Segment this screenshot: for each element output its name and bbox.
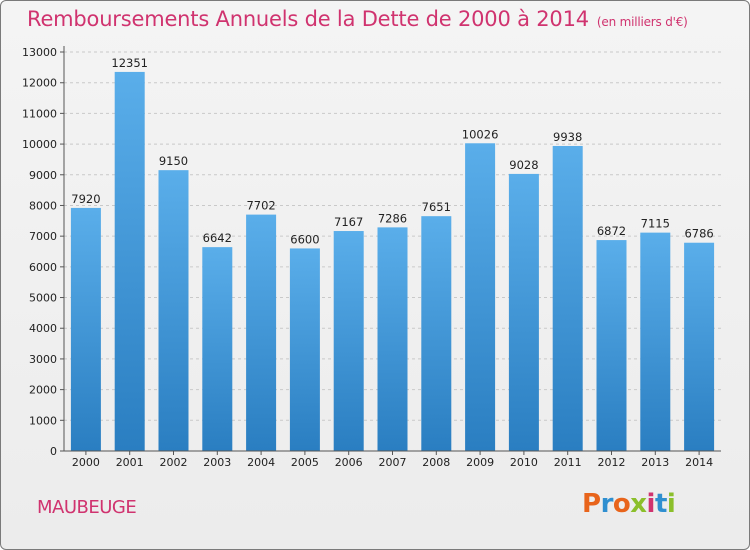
x-tick-label-2001: 2001 [116,456,144,469]
x-tick-label-2007: 2007 [379,456,407,469]
bar-2003 [202,247,233,451]
bar-2002 [158,170,189,451]
y-tick-label: 6000 [29,261,57,274]
data-label-2010: 9028 [509,158,538,172]
logo-letter: x [630,489,647,519]
chart-title: Remboursements Annuels de la Dette de 20… [27,7,688,31]
data-label-2011: 9938 [553,130,582,144]
y-tick-label: 1000 [29,414,57,427]
y-tick-label: 13000 [22,46,57,59]
data-label-2014: 6786 [684,227,713,241]
data-label-2003: 6642 [203,231,232,245]
logo-letter: i [646,489,656,519]
y-tick-label: 2000 [29,384,57,397]
x-tick-label-2005: 2005 [291,456,319,469]
bar-2004 [246,214,277,451]
proxiti-logo: Proxiti [582,489,676,519]
logo-letter: P [582,489,601,519]
data-label-2000: 7920 [71,192,100,206]
data-label-2002: 9150 [159,154,188,168]
logo-letter: o [612,489,631,519]
bar-2012 [596,240,627,451]
bar-2009 [465,143,496,451]
data-label-2001: 12351 [111,56,148,70]
bar-2010 [508,173,539,451]
logo-letter: i [666,489,676,519]
x-tick-label-2004: 2004 [247,456,275,469]
data-label-2008: 7651 [422,200,451,214]
x-tick-label-2008: 2008 [422,456,450,469]
x-tick-label-2002: 2002 [160,456,188,469]
x-tick-label-2000: 2000 [72,456,100,469]
y-tick-label: 11000 [22,107,57,120]
x-tick-label-2012: 2012 [598,456,626,469]
data-label-2005: 6600 [290,232,319,246]
y-tick-label: 7000 [29,230,57,243]
axes-group: 0 1000 2000 3000 4000 5000 6000 7000 8000 9000 100… [22,46,721,469]
data-label-2013: 7115 [641,217,670,231]
y-tick-label: 5000 [29,292,57,305]
chart-unit: (en milliers d'€) [596,15,688,29]
logo-letter: t [654,489,667,519]
data-label-2009: 10026 [462,127,499,141]
x-tick-label-2010: 2010 [510,456,538,469]
data-label-2004: 7702 [246,199,275,213]
bar-2007 [377,227,408,451]
bar-2000 [70,207,101,451]
x-tick-label-2006: 2006 [335,456,363,469]
y-tick-label: 10000 [22,138,57,151]
bar-2005 [289,248,320,451]
logo-letter: r [600,489,614,519]
chart-title-text: Remboursements Annuels de la Dette de 20… [27,7,589,31]
bar-2014 [684,242,715,451]
bar-2001 [114,71,145,451]
data-label-2006: 7167 [334,215,363,229]
y-tick-label: 8000 [29,199,57,212]
y-tick-label: 0 [50,445,57,458]
y-tick-label: 12000 [22,77,57,90]
data-label-2012: 6872 [597,224,626,238]
bars-group: 7920 12351 9150 6642 7702 6600 7167 7286 7651 100… [70,56,715,451]
x-tick-label-2003: 2003 [203,456,231,469]
x-tick-label-2013: 2013 [641,456,669,469]
y-tick-label: 9000 [29,169,57,182]
data-label-2007: 7286 [378,211,407,225]
bar-2013 [640,232,671,451]
x-tick-label-2014: 2014 [685,456,713,469]
bar-2011 [552,145,583,451]
y-tick-label: 4000 [29,322,57,335]
bar-2008 [421,216,452,451]
x-tick-label-2009: 2009 [466,456,494,469]
y-tick-label: 3000 [29,353,57,366]
bar-2006 [333,231,364,451]
city-name: MAUBEUGE [37,497,137,518]
x-tick-label-2011: 2011 [554,456,582,469]
